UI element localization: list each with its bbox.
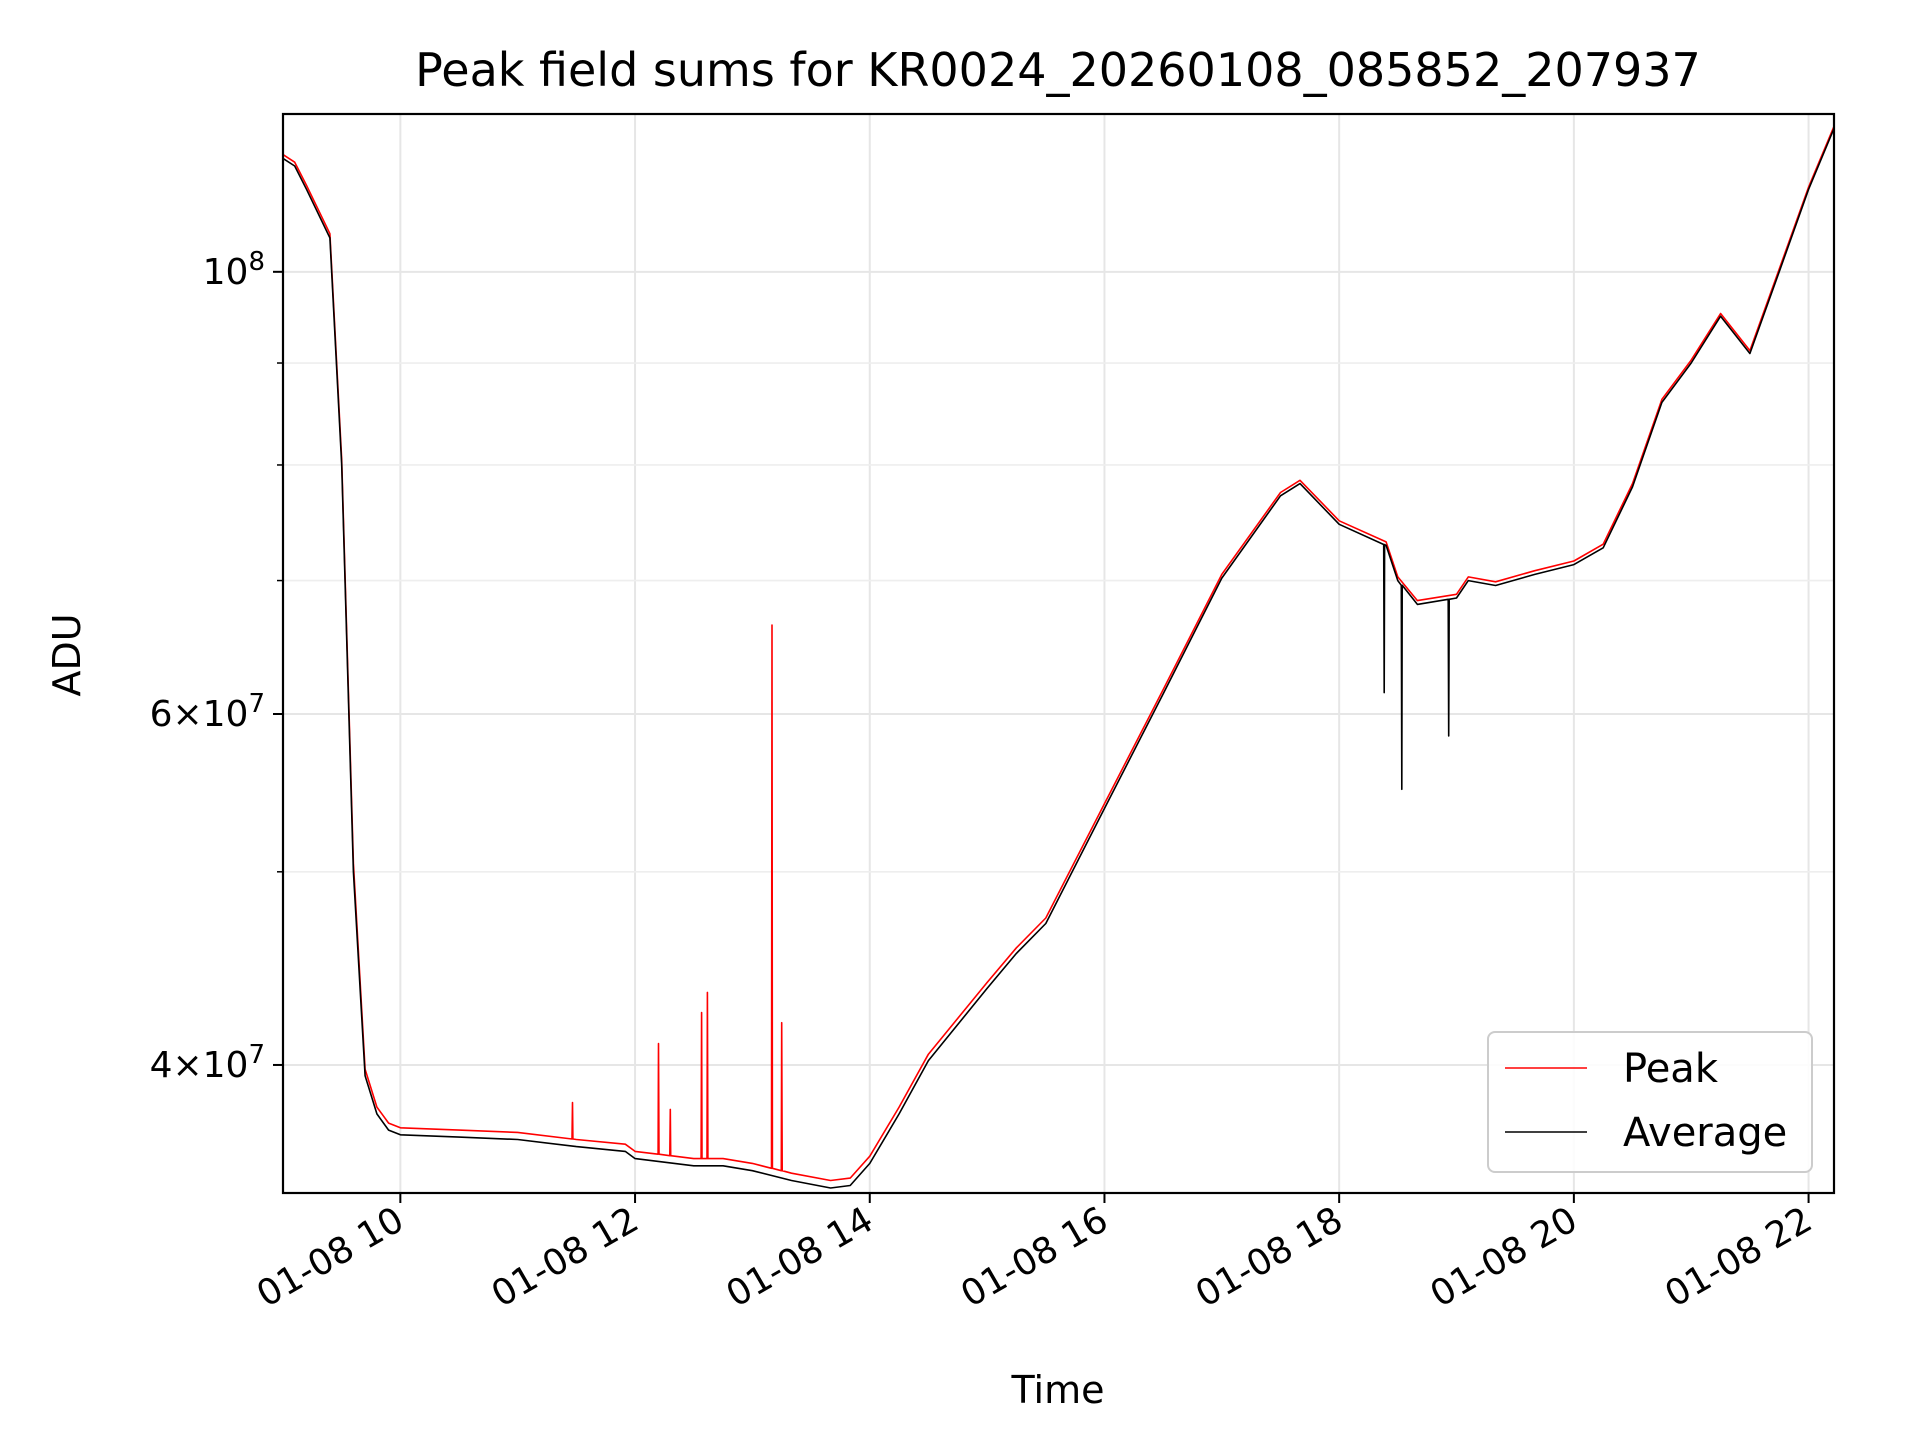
plot-frame xyxy=(281,112,1836,1195)
grid xyxy=(283,114,1834,1193)
x-tick-label: 01-08 12 xyxy=(485,1199,646,1315)
x-tick-label: 01-08 16 xyxy=(954,1199,1115,1315)
y-tick-label: 6×107 xyxy=(150,689,265,735)
legend-label-average: Average xyxy=(1623,1110,1787,1156)
series-line-peak xyxy=(282,126,1835,1182)
x-tick-label: 01-08 20 xyxy=(1424,1199,1585,1315)
y-axis-label: ADU xyxy=(45,613,89,696)
legend: Peak Average xyxy=(1487,1031,1813,1173)
legend-label-peak: Peak xyxy=(1623,1046,1719,1092)
x-tick-label: 01-08 10 xyxy=(250,1199,411,1315)
series-layer xyxy=(282,126,1835,1189)
y-tick-label: 4×107 xyxy=(150,1040,265,1086)
x-tick-label: 01-08 14 xyxy=(720,1199,881,1315)
x-tick-label: 01-08 18 xyxy=(1189,1199,1350,1315)
legend-box xyxy=(1487,1031,1813,1173)
chart-title: Peak field sums for KR0024_20260108_0858… xyxy=(415,43,1701,97)
x-axis-label: Time xyxy=(1011,1368,1105,1412)
series-line-average xyxy=(282,128,1835,1189)
y-tick-label: 108 xyxy=(203,247,265,293)
x-tick-label: 01-08 22 xyxy=(1658,1199,1819,1315)
